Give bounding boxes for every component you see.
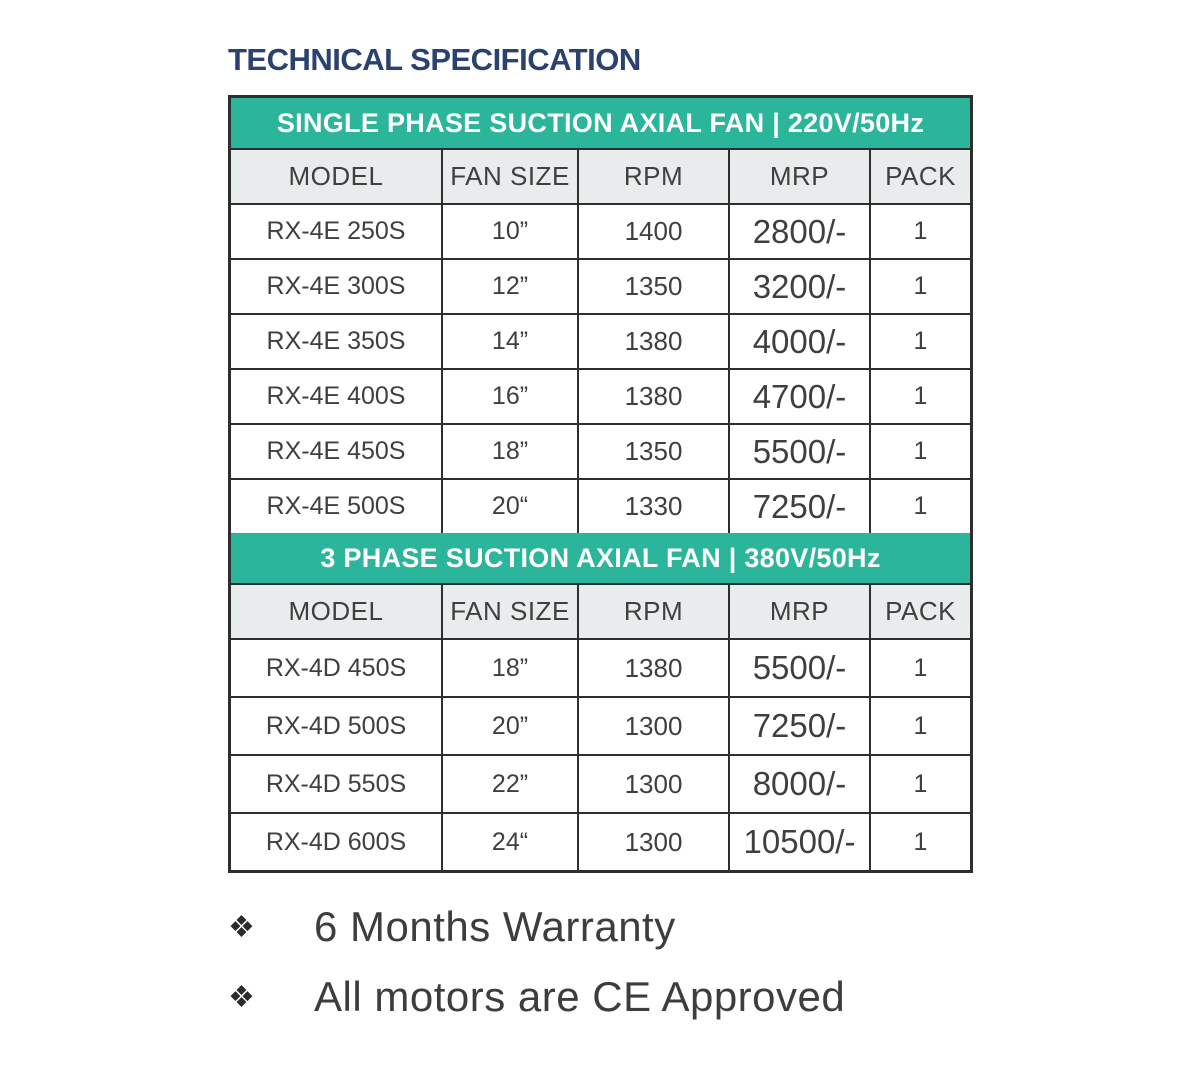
cell-mrp: 5500/- [730, 640, 871, 696]
cell-mrp: 3200/- [730, 260, 871, 313]
three-phase-table: 3 PHASE SUCTION AXIAL FAN | 380V/50Hz MO… [231, 533, 970, 870]
cell-rpm: 1300 [579, 698, 730, 754]
cell-model: RX-4D 450S [231, 640, 443, 696]
table-row: RX-4D 500S 20” 1300 7250/- 1 [231, 696, 970, 754]
cell-mrp: 2800/- [730, 205, 871, 258]
cell-pack: 1 [913, 217, 928, 245]
cell-model: RX-4E 400S [231, 370, 443, 423]
column-header-fan-size: FAN SIZE [443, 585, 579, 638]
page-title: TECHNICAL SPECIFICATION [228, 42, 641, 77]
cell-model: RX-4E 450S [231, 425, 443, 478]
cell-pack: 1 [913, 382, 928, 410]
cell-pack: 1 [913, 492, 928, 520]
note-ce-approved: ❖ All motors are CE Approved [228, 973, 973, 1021]
notes-list: ❖ 6 Months Warranty ❖ All motors are CE … [228, 903, 973, 1021]
cell-fan-size: 20” [443, 698, 579, 754]
column-header-rpm: RPM [579, 150, 730, 203]
table-row: RX-4D 600S 24“ 1300 10500/- 1 [231, 812, 970, 870]
cell-model: RX-4E 350S [231, 315, 443, 368]
cell-rpm: 1330 [579, 480, 730, 533]
cell-mrp: 7250/- [730, 480, 871, 533]
cell-pack: 1 [913, 437, 928, 465]
cell-mrp: 5500/- [730, 425, 871, 478]
cell-rpm: 1380 [579, 315, 730, 368]
column-header-model: MODEL [231, 150, 443, 203]
table-row: RX-4E 400S 16” 1380 4700/- 1 [231, 368, 970, 423]
single-phase-table: SINGLE PHASE SUCTION AXIAL FAN | 220V/50… [231, 98, 970, 533]
cell-fan-size: 24“ [443, 814, 579, 870]
cell-model: RX-4E 250S [231, 205, 443, 258]
note-text: 6 Months Warranty [314, 903, 676, 950]
table-row: RX-4E 300S 12” 1350 3200/- 1 [231, 258, 970, 313]
three-phase-header-row: MODEL FAN SIZE RPM MRP PACK [231, 583, 970, 638]
cell-rpm: 1350 [579, 260, 730, 313]
table-row: RX-4E 350S 14” 1380 4000/- 1 [231, 313, 970, 368]
column-header-mrp: MRP [730, 150, 871, 203]
cell-fan-size: 18” [443, 425, 579, 478]
cell-pack: 1 [913, 769, 928, 798]
cell-rpm: 1400 [579, 205, 730, 258]
cell-fan-size: 18” [443, 640, 579, 696]
single-phase-banner: SINGLE PHASE SUCTION AXIAL FAN | 220V/50… [231, 98, 970, 148]
note-warranty: ❖ 6 Months Warranty [228, 903, 973, 951]
cell-fan-size: 22” [443, 756, 579, 812]
cell-fan-size: 16” [443, 370, 579, 423]
cell-pack: 1 [913, 711, 928, 740]
cell-mrp: 7250/- [730, 698, 871, 754]
cell-model: RX-4D 600S [231, 814, 443, 870]
cell-fan-size: 14” [443, 315, 579, 368]
column-header-mrp: MRP [730, 585, 871, 638]
diamond-bullet-icon: ❖ [228, 980, 256, 1014]
cell-mrp: 10500/- [730, 814, 871, 870]
note-text: All motors are CE Approved [314, 973, 846, 1020]
cell-pack: 1 [913, 272, 928, 300]
table-row: RX-4D 450S 18” 1380 5500/- 1 [231, 638, 970, 696]
cell-mrp: 4700/- [730, 370, 871, 423]
cell-rpm: 1300 [579, 756, 730, 812]
cell-model: RX-4D 500S [231, 698, 443, 754]
cell-rpm: 1380 [579, 640, 730, 696]
cell-mrp: 8000/- [730, 756, 871, 812]
cell-fan-size: 20“ [443, 480, 579, 533]
table-row: RX-4E 450S 18” 1350 5500/- 1 [231, 423, 970, 478]
cell-model: RX-4E 300S [231, 260, 443, 313]
column-header-pack: PACK [885, 161, 956, 191]
column-header-model: MODEL [231, 585, 443, 638]
spec-tables: SINGLE PHASE SUCTION AXIAL FAN | 220V/50… [228, 95, 973, 873]
cell-pack: 1 [913, 327, 928, 355]
table-row: RX-4E 250S 10” 1400 2800/- 1 [231, 203, 970, 258]
table-row: RX-4D 550S 22” 1300 8000/- 1 [231, 754, 970, 812]
cell-fan-size: 12” [443, 260, 579, 313]
column-header-rpm: RPM [579, 585, 730, 638]
cell-rpm: 1350 [579, 425, 730, 478]
column-header-fan-size: FAN SIZE [443, 150, 579, 203]
cell-pack: 1 [913, 653, 928, 682]
cell-model: RX-4D 550S [231, 756, 443, 812]
single-phase-header-row: MODEL FAN SIZE RPM MRP PACK [231, 148, 970, 203]
spec-sheet: TECHNICAL SPECIFICATION SINGLE PHASE SUC… [228, 42, 973, 1021]
diamond-bullet-icon: ❖ [228, 910, 256, 944]
cell-rpm: 1380 [579, 370, 730, 423]
table-row: RX-4E 500S 20“ 1330 7250/- 1 [231, 478, 970, 533]
three-phase-banner: 3 PHASE SUCTION AXIAL FAN | 380V/50Hz [231, 533, 970, 583]
cell-rpm: 1300 [579, 814, 730, 870]
cell-fan-size: 10” [443, 205, 579, 258]
column-header-pack: PACK [885, 596, 956, 626]
cell-pack: 1 [913, 827, 928, 856]
cell-mrp: 4000/- [730, 315, 871, 368]
cell-model: RX-4E 500S [231, 480, 443, 533]
